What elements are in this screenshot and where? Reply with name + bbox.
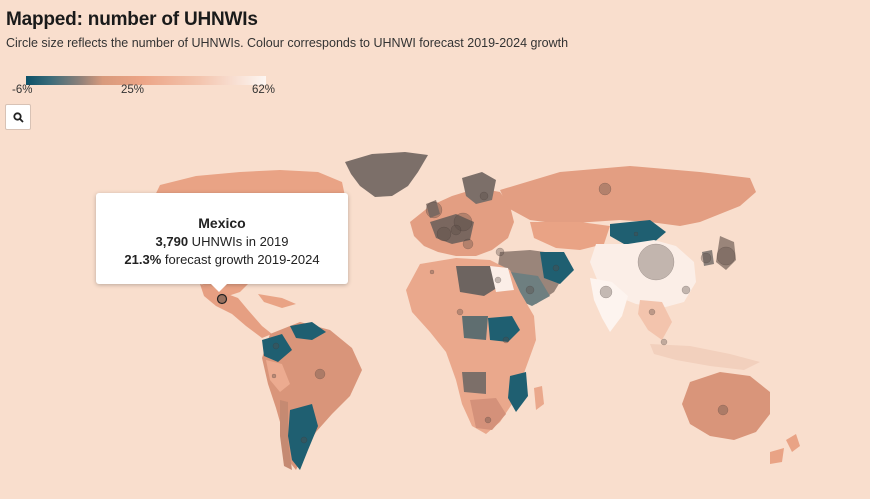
country-tooltip: Mexico 3,790 UHNWIs in 2019 21.3% foreca… [96,193,348,284]
new-zealand-region[interactable] [786,434,800,452]
japan-region[interactable] [716,236,736,270]
color-legend-bar [26,76,266,85]
egypt-circle[interactable] [494,276,502,284]
legend-min-label: -6% [12,84,33,96]
page-subtitle: Circle size reflects the number of UHNWI… [6,36,569,50]
colombia-circle[interactable] [272,342,280,350]
china-circle[interactable] [637,243,675,281]
iran-region[interactable] [540,252,574,284]
egypt-region[interactable] [490,266,514,292]
iran-circle[interactable] [552,264,560,272]
chile-region[interactable] [280,400,292,470]
japan-circle[interactable] [716,246,736,266]
southern-africa-region[interactable] [470,398,506,430]
argentina-region[interactable] [288,404,318,470]
tooltip-country-name: Mexico [198,215,246,231]
india-region[interactable] [590,278,628,332]
saudi-circle[interactable] [525,285,535,295]
angola-region[interactable] [462,372,486,394]
tooltip-growth-text: forecast growth 2019-2024 [161,252,320,267]
australia-circle[interactable] [717,404,729,416]
uk-region[interactable] [426,200,440,218]
argentina-circle[interactable] [300,436,308,444]
korea-circle[interactable] [700,252,712,264]
mongolia-region[interactable] [610,220,666,244]
central-africa-region[interactable] [462,316,488,340]
thailand-circle[interactable] [648,308,656,316]
nigeria-circle[interactable] [456,308,464,316]
korea-region[interactable] [702,250,714,266]
central-asia-region[interactable] [530,222,610,250]
southeast-asia-region[interactable] [638,300,672,340]
page-title: Mapped: number of UHNWIs [6,9,258,30]
search-button[interactable] [5,104,31,130]
australia-region[interactable] [682,372,770,440]
peru-region[interactable] [266,360,290,392]
germany-circle[interactable] [453,212,473,232]
madagascar-region[interactable] [534,386,544,410]
tooltip-uhnwi-line: 3,790 UHNWIs in 2019 [96,234,348,249]
scandinavia-circle[interactable] [479,191,489,201]
south-africa-circle[interactable] [484,416,492,424]
mozambique-region[interactable] [508,372,528,412]
hongkong-circle[interactable] [681,285,691,295]
search-icon [12,111,24,123]
caribbean-region[interactable] [258,294,296,308]
east-africa-region[interactable] [488,316,520,342]
mexico-circle-selected[interactable] [216,293,228,305]
russia-region[interactable] [500,166,756,226]
mongolia-circle[interactable] [633,231,639,237]
singapore-circle[interactable] [660,338,668,346]
western-europe-region[interactable] [430,214,474,244]
tooltip-growth-value: 21.3% [124,252,162,267]
morocco-circle[interactable] [429,269,435,275]
legend-max-label: 62% [252,84,276,96]
greenland-region[interactable] [345,152,428,197]
italy-circle[interactable] [462,238,474,250]
tooltip-arrow [210,283,228,292]
russia-circle[interactable] [598,182,612,196]
north-africa-region[interactable] [456,266,500,296]
venezuela-region[interactable] [290,322,326,340]
kenya-circle[interactable] [502,336,510,344]
uk-circle[interactable] [425,201,443,219]
colombia-region[interactable] [262,334,292,362]
new-zealand-south-region[interactable] [770,448,784,464]
tooltip-uhnwi-text: UHNWIs in 2019 [188,234,289,249]
indonesia-region[interactable] [650,344,760,370]
india-circle[interactable] [599,285,613,299]
switzerland-circle[interactable] [450,224,462,236]
africa-region[interactable] [406,258,536,434]
scandinavia-region[interactable] [462,172,496,204]
turkey-circle[interactable] [495,247,505,257]
tooltip-growth-line: 21.3% forecast growth 2019-2024 [96,252,348,267]
legend-mid-label: 25% [121,84,145,96]
tooltip-uhnwi-value: 3,790 [155,234,189,249]
france-circle[interactable] [436,226,452,242]
brazil-circle[interactable] [314,368,326,380]
peru-circle[interactable] [271,373,277,379]
